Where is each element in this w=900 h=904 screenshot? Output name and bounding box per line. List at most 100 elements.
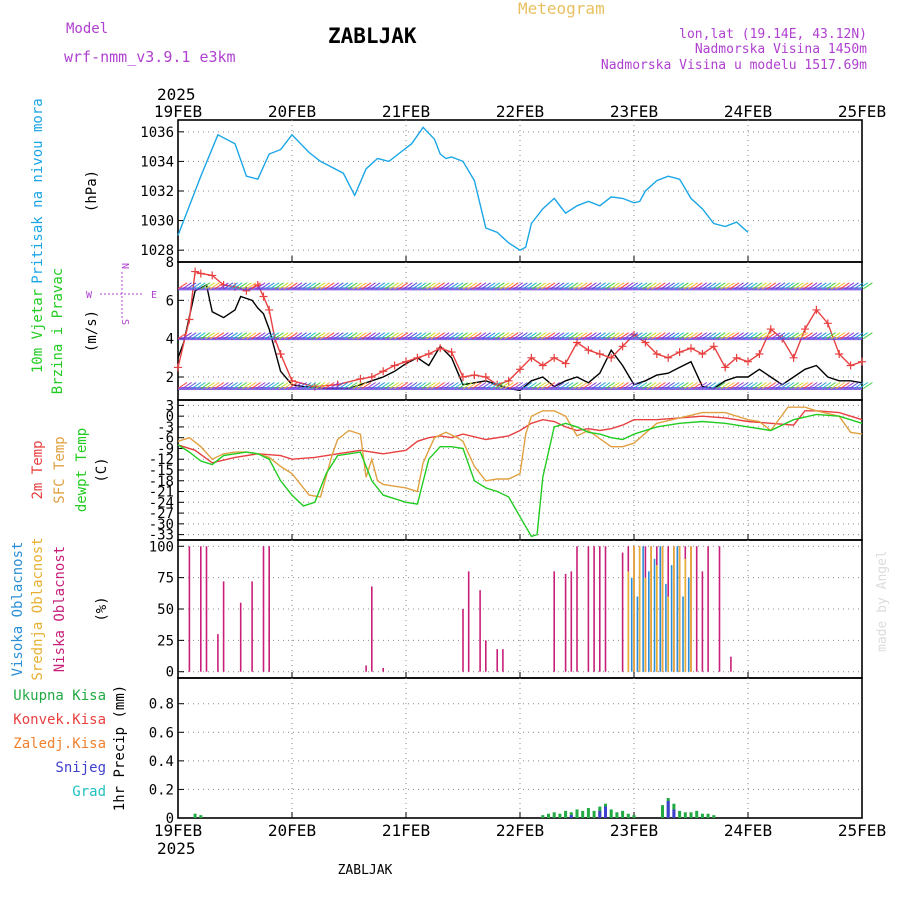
bar-cloud_low [570, 571, 573, 672]
wind-barb [398, 332, 409, 340]
wind-barb [789, 332, 800, 340]
bar-cloud_low [496, 649, 498, 672]
wind-barb [232, 382, 243, 389]
y-axis-label: 10m Vjetar [30, 289, 46, 373]
wind-barb [559, 282, 570, 290]
wind-barb [315, 382, 326, 389]
wind-barb [614, 332, 625, 340]
wind-barb [338, 332, 349, 340]
bar-precip_total [683, 812, 687, 818]
bar-cloud_low [576, 546, 578, 672]
wind-barb [439, 282, 450, 290]
y-tick-label: -12 [149, 452, 174, 468]
wind-barb [403, 282, 413, 290]
wind-barb [297, 282, 307, 290]
x-tick-label-bottom: 25FEB [838, 821, 886, 840]
wind-barb [467, 382, 478, 389]
year-label-bottom: 2025 [157, 839, 196, 858]
wind-barb [177, 282, 188, 290]
bar-precip_total [695, 810, 699, 818]
wind-barb [784, 332, 795, 340]
panel-precip: 0 0.2 0.4 0.6 0.8 1hr Precip (mm) Ukupna Kisa K… [13, 677, 863, 827]
wind-barb [301, 282, 312, 290]
bar-cloud_high [653, 558, 656, 672]
wind-barb [361, 282, 372, 290]
bar-cloud_high [648, 571, 650, 672]
bar-cloud_low [695, 546, 698, 672]
wind-barb [646, 382, 657, 389]
marker-gust [402, 357, 410, 366]
wind-barb [196, 332, 206, 340]
wind-barb [186, 382, 197, 389]
wind-barb [541, 282, 551, 290]
wind-barb [324, 382, 335, 389]
wind-barb [573, 282, 583, 290]
y-tick-label: -6 [157, 431, 174, 447]
wind-barb [246, 332, 257, 340]
y-tick-label: 1034 [140, 154, 174, 170]
wind-barb [582, 282, 593, 290]
wind-barb [605, 382, 616, 389]
wind-barb [858, 382, 869, 389]
wind-barb [587, 382, 597, 389]
wind-barb [596, 282, 606, 290]
wind-barb [430, 282, 441, 290]
wind-barb [738, 382, 749, 389]
x-tick-label-top: 20FEB [268, 102, 316, 121]
wind-barb [784, 282, 795, 290]
wind-barb [306, 332, 317, 340]
wind-barb [357, 282, 367, 290]
wind-barb [435, 332, 445, 340]
marker-gust [265, 305, 274, 314]
wind-barb [403, 332, 413, 340]
wind-barb [320, 332, 330, 340]
wind-barb [628, 282, 639, 290]
wind-barb [619, 332, 629, 340]
marker-gust [789, 353, 798, 362]
wind-barb [389, 282, 399, 290]
x-tick-label-bottom: 23FEB [610, 821, 658, 840]
wind-barb [835, 332, 846, 340]
wind-barb [743, 382, 754, 389]
wind-barb [660, 282, 671, 290]
bar-cloud_low [707, 546, 709, 672]
y-tick-label: 1032 [140, 184, 174, 200]
wind-barb [771, 332, 781, 340]
wind-barb [725, 282, 735, 290]
wind-barb [265, 332, 275, 340]
wind-barb [623, 332, 634, 340]
wind-barb [209, 332, 220, 340]
compass-s: S [119, 319, 130, 325]
wind-barb [269, 332, 280, 340]
marker-gust [595, 350, 604, 358]
wind-barb [637, 332, 648, 340]
bar-cloud_low [621, 552, 624, 672]
y-tick-label: 1036 [140, 125, 174, 141]
bar-cloud_low [730, 656, 732, 672]
bar-precip_total [575, 809, 579, 818]
wind-barb [485, 282, 496, 290]
station-title: ZABLJAK [328, 24, 417, 48]
y-tick-label: 25 [157, 633, 174, 649]
y-tick-label: 0.4 [149, 754, 174, 770]
wind-barb [541, 332, 551, 340]
wind-barb [623, 282, 634, 290]
bar-cloud_high [682, 596, 684, 672]
wind-barb [205, 382, 215, 389]
wind-barb [679, 382, 689, 389]
wind-barb [577, 282, 588, 290]
wind-barb [472, 282, 482, 290]
wind-barb [596, 382, 606, 389]
wind-barb [435, 382, 445, 389]
wind-barb [269, 382, 280, 389]
wind-barb [416, 332, 427, 340]
marker-gust [208, 271, 217, 280]
wind-barb [830, 332, 841, 340]
wind-barb [665, 332, 675, 340]
wind-barb [315, 282, 326, 290]
wind-barb [435, 282, 445, 290]
wind-barb [453, 382, 464, 389]
panel-cloud: 0 25 50 75 100 Visoka Oblacnost Srednja Oblacn… [10, 537, 863, 681]
wind-barb [830, 382, 841, 389]
bar-precip_snow [604, 806, 607, 818]
